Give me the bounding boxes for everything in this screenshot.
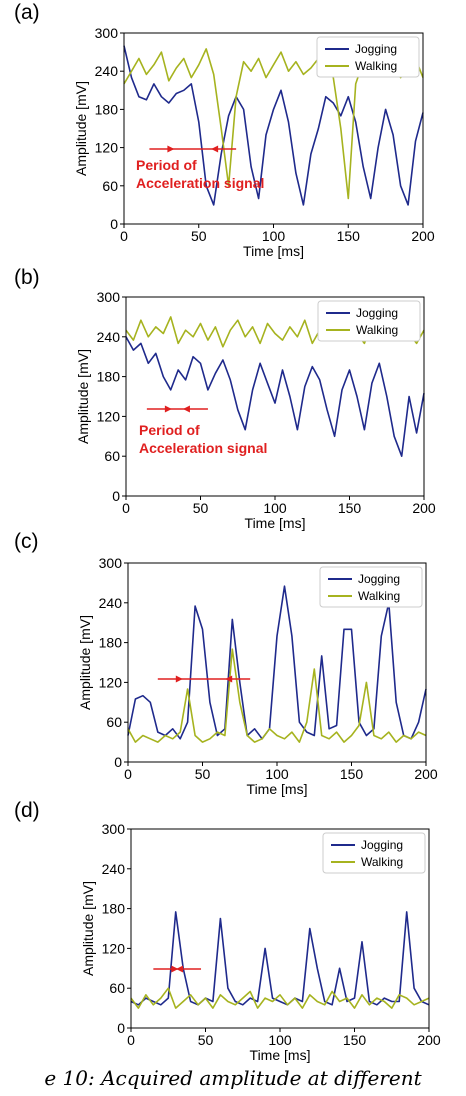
x-tick-label: 200 bbox=[414, 766, 438, 782]
y-tick-label: 300 bbox=[97, 289, 121, 305]
x-tick-label: 200 bbox=[417, 1032, 441, 1048]
x-tick-label: 200 bbox=[412, 500, 436, 516]
x-tick-label: 200 bbox=[411, 228, 435, 244]
figure-canvas: 0 50 100 150 200 0 60 120 180 240 300 Time [ms] Ampl… bbox=[73, 25, 441, 1063]
y-axis-label: Amplitude [mV] bbox=[80, 881, 96, 976]
legend-label-walking: Walking bbox=[356, 323, 398, 337]
figure-caption: e 10: Acquired amplitude at different bbox=[44, 1066, 422, 1090]
legend-label-jogging: Jogging bbox=[356, 306, 398, 320]
x-tick-label: 50 bbox=[193, 500, 209, 516]
y-tick-label: 180 bbox=[95, 101, 119, 117]
y-tick-label: 300 bbox=[102, 821, 126, 837]
y-tick-label: 300 bbox=[99, 555, 123, 571]
period-arrow-head-right bbox=[175, 675, 183, 683]
x-tick-label: 100 bbox=[265, 766, 289, 782]
x-tick-label: 0 bbox=[120, 228, 128, 244]
x-tick-label: 50 bbox=[198, 1032, 214, 1048]
legend-label-walking: Walking bbox=[355, 59, 397, 73]
y-tick-label: 60 bbox=[109, 980, 125, 996]
series-line-walking bbox=[130, 987, 430, 1009]
legend-label-walking: Walking bbox=[361, 855, 403, 869]
x-tick-label: 150 bbox=[340, 766, 364, 782]
series-line-jogging bbox=[127, 585, 427, 740]
x-tick-label: 50 bbox=[191, 228, 207, 244]
period-arrow-head-left bbox=[225, 675, 233, 683]
y-tick-label: 240 bbox=[95, 63, 119, 79]
x-axis-label: Time [ms] bbox=[243, 243, 304, 259]
series-line-jogging bbox=[130, 911, 430, 1006]
y-axis-label: Amplitude [mV] bbox=[77, 615, 93, 710]
x-tick-label: 100 bbox=[268, 1032, 292, 1048]
x-tick-label: 100 bbox=[263, 500, 287, 516]
chart-panel-0: 0 50 100 150 200 0 60 120 180 240 300 Time [ms] Ampl… bbox=[73, 25, 435, 259]
x-axis-label: Time [ms] bbox=[250, 1047, 311, 1063]
period-arrow-head-right bbox=[167, 145, 175, 153]
chart-panel-3: 0 50 100 150 200 0 60 120 180 240 300 Time [ms] Ampl… bbox=[80, 821, 441, 1063]
annotation-text: Acceleration signal bbox=[139, 440, 267, 456]
x-axis-label: Time [ms] bbox=[247, 781, 308, 797]
y-tick-label: 0 bbox=[112, 488, 120, 504]
chart-panel-2: 0 50 100 150 200 0 60 120 180 240 300 Time [ms] Ampl… bbox=[77, 555, 438, 797]
annotation-text: Acceleration signal bbox=[136, 175, 264, 191]
x-tick-label: 50 bbox=[195, 766, 211, 782]
y-tick-label: 120 bbox=[99, 674, 123, 690]
series-line-jogging bbox=[125, 336, 425, 458]
y-tick-label: 300 bbox=[95, 25, 119, 41]
period-arrow-head-left bbox=[182, 405, 190, 413]
period-arrow-head-right bbox=[171, 965, 179, 973]
y-tick-label: 180 bbox=[102, 901, 126, 917]
y-tick-label: 60 bbox=[106, 714, 122, 730]
x-tick-label: 100 bbox=[262, 228, 286, 244]
chart-panel-1: 0 50 100 150 200 0 60 120 180 240 300 Time [ms] Ampl… bbox=[75, 289, 436, 531]
panel-label-c: (c) bbox=[14, 530, 39, 553]
x-tick-label: 150 bbox=[338, 500, 362, 516]
y-tick-label: 0 bbox=[114, 754, 122, 770]
panel-label-a: (a) bbox=[14, 1, 40, 24]
x-axis-label: Time [ms] bbox=[245, 515, 306, 531]
x-tick-label: 0 bbox=[122, 500, 130, 516]
x-tick-label: 150 bbox=[337, 228, 361, 244]
y-tick-label: 60 bbox=[102, 178, 118, 194]
x-tick-label: 150 bbox=[343, 1032, 367, 1048]
y-tick-label: 60 bbox=[104, 448, 120, 464]
annotation-text: Period of bbox=[139, 422, 200, 438]
series-line-jogging bbox=[123, 45, 424, 206]
x-tick-label: 0 bbox=[127, 1032, 135, 1048]
panel-label-d: (d) bbox=[14, 799, 40, 822]
y-tick-label: 120 bbox=[102, 940, 126, 956]
period-arrow-head-left bbox=[176, 965, 184, 973]
annotation-text: Period of bbox=[136, 157, 197, 173]
legend-label-jogging: Jogging bbox=[355, 42, 397, 56]
y-tick-label: 240 bbox=[102, 861, 126, 877]
y-tick-label: 0 bbox=[117, 1020, 125, 1036]
y-tick-label: 180 bbox=[97, 369, 121, 385]
period-arrow-head-right bbox=[164, 405, 172, 413]
period-arrow-head-left bbox=[211, 145, 219, 153]
panel-label-b: (b) bbox=[14, 266, 40, 289]
series-line-walking bbox=[127, 648, 427, 743]
y-tick-label: 120 bbox=[97, 408, 121, 424]
y-tick-label: 240 bbox=[99, 595, 123, 611]
legend-label-walking: Walking bbox=[358, 589, 400, 603]
y-tick-label: 120 bbox=[95, 140, 119, 156]
y-tick-label: 240 bbox=[97, 329, 121, 345]
y-tick-label: 0 bbox=[110, 216, 118, 232]
legend-label-jogging: Jogging bbox=[358, 572, 400, 586]
y-tick-label: 180 bbox=[99, 635, 123, 651]
legend-label-jogging: Jogging bbox=[361, 838, 403, 852]
x-tick-label: 0 bbox=[124, 766, 132, 782]
y-axis-label: Amplitude [mV] bbox=[73, 81, 89, 176]
y-axis-label: Amplitude [mV] bbox=[75, 349, 91, 444]
